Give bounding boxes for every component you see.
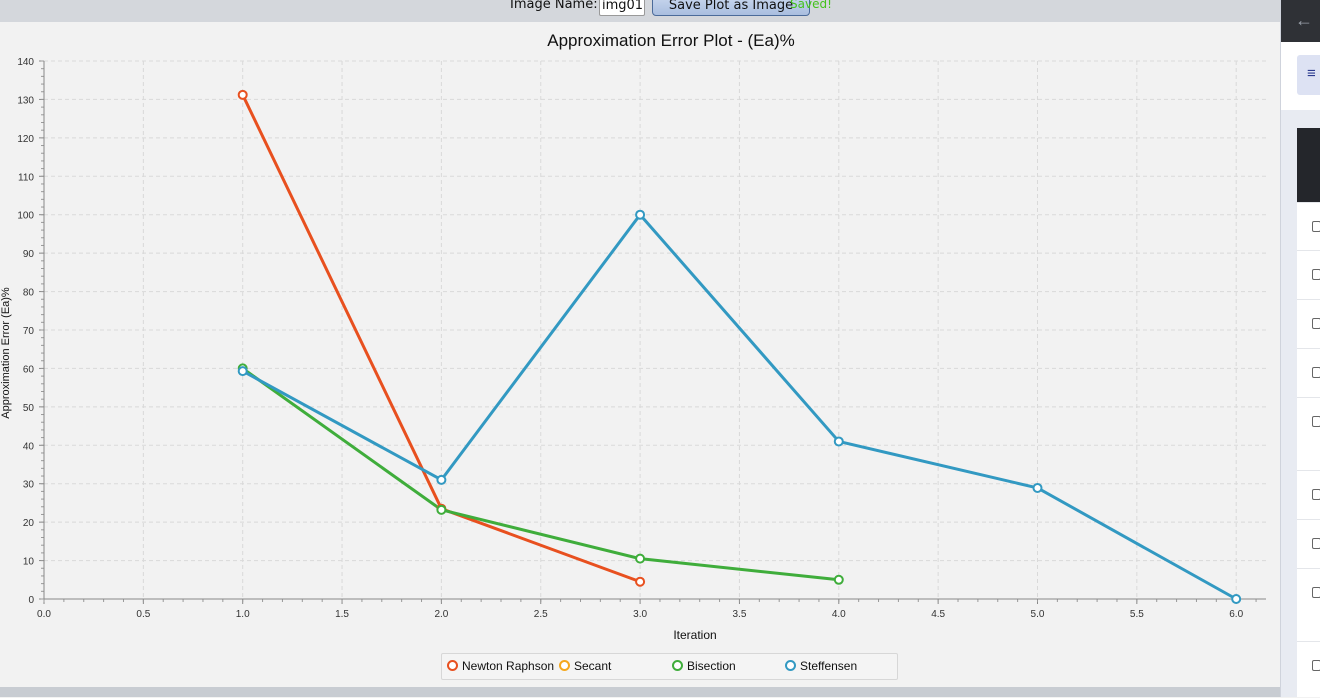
data-point — [833, 436, 844, 447]
x-tick-label: 3.0 — [633, 609, 647, 620]
y-axis-label: Approximation Error (Ea)% — [0, 287, 12, 419]
x-tick-label: 2.5 — [534, 609, 548, 620]
data-point — [436, 504, 447, 515]
side-panel-list — [1297, 202, 1320, 697]
item-icon — [1312, 587, 1320, 598]
data-point — [237, 89, 248, 100]
list-item[interactable] — [1297, 568, 1320, 642]
y-tick-label: 90 — [23, 249, 35, 260]
y-tick-label: 70 — [23, 326, 35, 337]
y-tick-label: 80 — [23, 288, 35, 299]
data-point — [635, 553, 646, 564]
data-point — [237, 366, 248, 377]
legend-item-secant: Secant — [559, 659, 611, 673]
toolbar: Image Name: Save Plot as Image Saved! — [0, 0, 1280, 23]
legend-marker-icon — [447, 660, 458, 671]
side-panel-dark-block — [1297, 128, 1320, 202]
x-tick-label: 3.5 — [732, 609, 746, 620]
image-name-label: Image Name: — [510, 0, 598, 12]
data-point — [436, 474, 447, 485]
side-panel-header: ← — [1281, 0, 1320, 42]
x-tick-label: 1.5 — [335, 609, 349, 620]
chart-title: Approximation Error Plot - (Ea)% — [547, 31, 795, 50]
data-point — [833, 574, 844, 585]
x-tick-label: 5.0 — [1031, 609, 1045, 620]
item-icon — [1312, 660, 1320, 671]
y-tick-label: 40 — [23, 441, 35, 452]
legend-item-bisection: Bisection — [672, 659, 736, 673]
item-icon — [1312, 221, 1320, 232]
bottom-bar — [0, 687, 1280, 697]
y-tick-label: 100 — [17, 211, 34, 222]
y-tick-label: 130 — [17, 95, 34, 106]
chart-axes: 0.0 0.5 1.0 1.5 2.0 2.5 3.0 3.5 4.0 4.5 5.0 5.5 6.0 0… — [17, 57, 1266, 620]
image-name-input[interactable] — [599, 0, 645, 16]
data-point — [1032, 482, 1043, 493]
list-item[interactable] — [1297, 470, 1320, 520]
y-tick-label: 110 — [18, 172, 34, 183]
y-tick-label: 0 — [28, 595, 34, 606]
list-item[interactable] — [1297, 641, 1320, 698]
x-tick-label: 0.5 — [136, 609, 150, 620]
list-item[interactable] — [1297, 397, 1320, 471]
item-icon — [1312, 269, 1320, 280]
save-plot-button[interactable]: Save Plot as Image — [652, 0, 810, 16]
x-tick-label: 1.0 — [236, 609, 250, 620]
legend-marker-icon — [559, 660, 570, 671]
list-item[interactable] — [1297, 519, 1320, 569]
x-tick-label: 4.0 — [832, 609, 846, 620]
plot-area: Approximation Error Plot - (Ea)% 0.0 0.5 1… — [0, 22, 1280, 687]
y-tick-label: 10 — [23, 557, 35, 568]
x-tick-label: 5.5 — [1130, 609, 1144, 620]
legend-marker-icon — [672, 660, 683, 671]
item-icon — [1312, 538, 1320, 549]
approximation-error-chart: Approximation Error Plot - (Ea)% 0.0 0.5 1… — [0, 31, 1266, 642]
legend-marker-icon — [785, 660, 796, 671]
y-tick-label: 50 — [23, 403, 35, 414]
list-item[interactable] — [1297, 202, 1320, 251]
item-icon — [1312, 416, 1320, 427]
list-item[interactable] — [1297, 348, 1320, 398]
item-icon — [1312, 367, 1320, 378]
x-axis-label: Iteration — [673, 628, 716, 642]
side-panel: ← ≡ — [1280, 0, 1320, 697]
y-tick-label: 140 — [17, 57, 34, 68]
y-tick-label: 120 — [17, 134, 34, 145]
data-point — [1231, 594, 1242, 604]
y-tick-label: 30 — [23, 480, 35, 491]
arrow-left-icon[interactable]: ← — [1295, 10, 1313, 30]
item-icon — [1312, 318, 1320, 329]
list-item[interactable] — [1297, 250, 1320, 300]
chart-series — [237, 89, 1242, 604]
series-line-steffensen — [241, 213, 1237, 601]
chart-legend: Newton Raphson Secant Bisection Steffens… — [441, 653, 898, 680]
data-point — [635, 209, 646, 220]
save-status-text: Saved! — [790, 0, 832, 11]
hamburger-icon: ≡ — [1307, 65, 1316, 82]
x-tick-label: 4.5 — [931, 609, 945, 620]
x-tick-label: 0.0 — [37, 609, 51, 620]
series-line-bisection — [241, 367, 839, 582]
list-item[interactable] — [1297, 299, 1320, 349]
data-point — [635, 576, 646, 587]
item-icon — [1312, 489, 1320, 500]
legend-item-steffensen: Steffensen — [785, 659, 857, 673]
x-tick-label: 2.0 — [434, 609, 448, 620]
x-tick-label: 6.0 — [1229, 609, 1243, 620]
y-tick-label: 60 — [23, 364, 35, 375]
chart-grid — [43, 60, 1266, 600]
menu-button[interactable]: ≡ — [1297, 55, 1320, 95]
y-tick-label: 20 — [23, 518, 35, 529]
legend-item-newton-raphson: Newton Raphson — [447, 659, 554, 673]
